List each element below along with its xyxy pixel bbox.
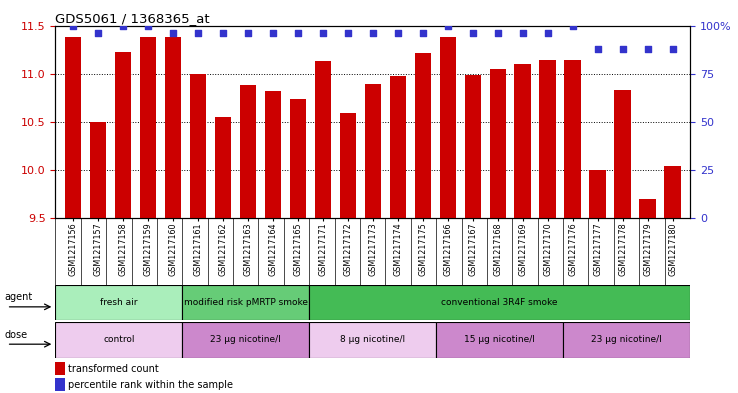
Text: percentile rank within the sample: percentile rank within the sample <box>68 380 232 389</box>
Bar <box>139 37 156 218</box>
Point <box>617 46 629 52</box>
Point <box>342 30 354 37</box>
Bar <box>182 285 309 320</box>
Point <box>142 22 154 29</box>
Point <box>492 30 503 37</box>
Point <box>117 22 128 29</box>
Point <box>517 30 528 37</box>
Text: agent: agent <box>4 292 32 302</box>
Point <box>192 30 204 37</box>
Bar <box>563 322 690 358</box>
Point <box>92 30 104 37</box>
Bar <box>314 61 331 218</box>
Text: control: control <box>103 336 134 344</box>
Bar <box>114 51 131 218</box>
Bar <box>55 362 65 375</box>
Bar <box>639 199 655 218</box>
Bar <box>339 113 356 218</box>
Bar <box>565 60 581 218</box>
Point <box>242 30 254 37</box>
Point <box>542 30 554 37</box>
Bar <box>55 322 182 358</box>
Bar <box>182 322 309 358</box>
Bar <box>55 285 182 320</box>
Point <box>592 46 604 52</box>
Bar <box>615 90 631 218</box>
Point <box>292 30 303 37</box>
Point <box>167 30 179 37</box>
Point <box>567 22 579 29</box>
Bar <box>90 122 106 218</box>
Bar <box>415 53 431 218</box>
Bar <box>309 322 436 358</box>
Point <box>666 46 678 52</box>
Bar <box>464 75 480 218</box>
Bar <box>165 37 181 218</box>
Point <box>267 30 279 37</box>
Bar <box>265 91 281 218</box>
Point <box>641 46 653 52</box>
Bar <box>440 37 456 218</box>
Bar <box>55 378 65 391</box>
Point <box>442 22 454 29</box>
Point <box>417 30 429 37</box>
Bar <box>309 285 690 320</box>
Text: dose: dose <box>4 330 27 340</box>
Bar <box>365 84 381 218</box>
Text: fresh air: fresh air <box>100 298 137 307</box>
Text: GDS5061 / 1368365_at: GDS5061 / 1368365_at <box>55 12 210 25</box>
Text: modified risk pMRTP smoke: modified risk pMRTP smoke <box>184 298 308 307</box>
Bar <box>489 69 506 218</box>
Bar <box>65 37 81 218</box>
Point <box>392 30 404 37</box>
Bar <box>215 117 231 218</box>
Text: 23 μg nicotine/l: 23 μg nicotine/l <box>591 336 662 344</box>
Bar <box>289 99 306 218</box>
Bar <box>190 73 206 218</box>
Text: 15 μg nicotine/l: 15 μg nicotine/l <box>464 336 535 344</box>
Point <box>466 30 478 37</box>
Bar <box>436 322 563 358</box>
Point <box>317 30 328 37</box>
Text: transformed count: transformed count <box>68 364 158 374</box>
Bar <box>664 166 680 218</box>
Point <box>217 30 229 37</box>
Text: 23 μg nicotine/l: 23 μg nicotine/l <box>210 336 281 344</box>
Bar <box>240 85 256 218</box>
Point <box>67 22 79 29</box>
Text: conventional 3R4F smoke: conventional 3R4F smoke <box>441 298 558 307</box>
Bar <box>514 64 531 218</box>
Bar <box>539 60 556 218</box>
Bar <box>390 75 406 218</box>
Bar <box>590 170 606 218</box>
Point <box>367 30 379 37</box>
Text: 8 μg nicotine/l: 8 μg nicotine/l <box>340 336 405 344</box>
